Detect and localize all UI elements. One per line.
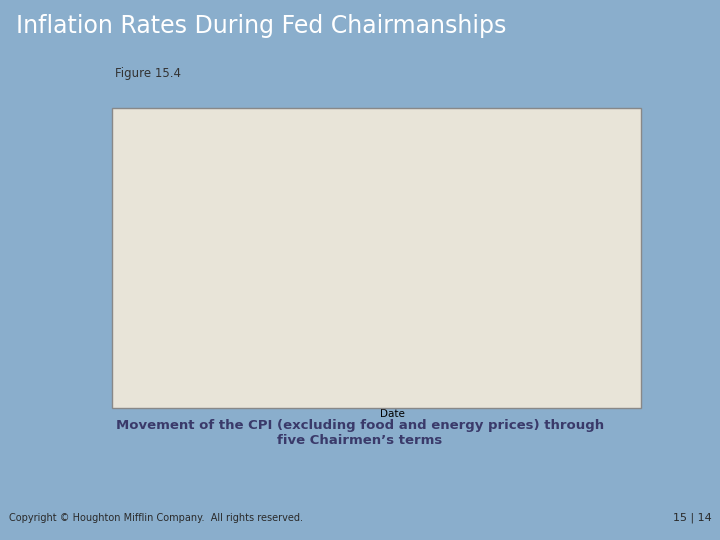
- X-axis label: Date: Date: [380, 409, 405, 419]
- Text: Volcker: Volcker: [390, 139, 424, 149]
- Bar: [368, 173, 378, 389]
- Text: Miller: Miller: [348, 139, 374, 149]
- Bar: [576, 173, 583, 389]
- Y-axis label: Percent: Percent: [119, 261, 129, 301]
- Text: Movement of the CPI (excluding food and energy prices) through
five Chairmen’s t: Movement of the CPI (excluding food and …: [116, 418, 604, 447]
- Bar: [310, 173, 320, 389]
- Text: Inflation Rates During Fed Chairmanships: Inflation Rates During Fed Chairmanships: [16, 14, 506, 37]
- Text: Figure 15.4: Figure 15.4: [115, 68, 181, 80]
- Text: Greenspan: Greenspan: [508, 139, 562, 149]
- Bar: [387, 173, 397, 389]
- Text: Martin: Martin: [198, 139, 230, 149]
- Bar: [180, 173, 190, 389]
- Text: Burns: Burns: [301, 139, 329, 149]
- Text: 15 | 14: 15 | 14: [672, 513, 711, 523]
- Bar: [469, 173, 480, 389]
- Text: Copyright © Houghton Mifflin Company.  All rights reserved.: Copyright © Houghton Mifflin Company. Al…: [9, 513, 302, 523]
- Bar: [271, 173, 282, 389]
